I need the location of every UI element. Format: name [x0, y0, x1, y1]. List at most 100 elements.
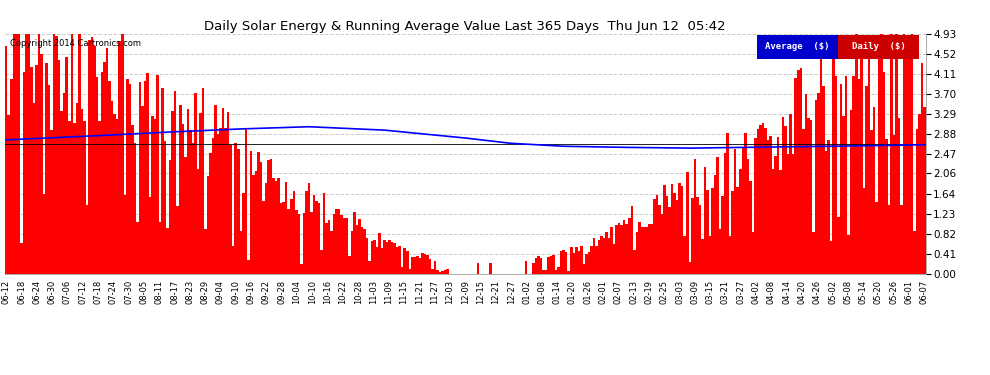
Bar [25, 34, 28, 274]
Bar [404, 248, 406, 274]
Bar [202, 87, 204, 274]
Bar [313, 195, 315, 274]
Bar [204, 230, 207, 274]
Bar [668, 207, 671, 274]
Bar [91, 37, 93, 274]
Bar [252, 175, 254, 274]
Bar [427, 255, 429, 274]
Bar [116, 118, 119, 274]
Bar [739, 169, 742, 274]
Bar [292, 191, 295, 274]
Bar [644, 226, 645, 274]
Bar [893, 135, 895, 274]
Bar [547, 256, 549, 274]
Bar [699, 205, 701, 274]
Bar [575, 247, 577, 274]
Bar [230, 145, 232, 274]
Bar [15, 34, 18, 274]
Bar [434, 261, 437, 274]
Bar [807, 118, 810, 274]
Bar [310, 212, 313, 274]
Bar [633, 250, 636, 274]
Bar [323, 193, 326, 274]
Bar [639, 222, 641, 274]
Bar [237, 150, 240, 274]
Bar [855, 34, 857, 274]
Bar [844, 76, 847, 274]
Bar [598, 240, 600, 274]
Bar [267, 160, 270, 274]
Bar [409, 269, 411, 274]
Bar [870, 130, 872, 274]
Bar [611, 227, 613, 274]
Bar [341, 215, 343, 274]
Bar [153, 119, 156, 274]
Bar [795, 78, 797, 274]
Bar [444, 270, 446, 274]
Bar [8, 115, 10, 274]
Bar [769, 136, 772, 274]
Bar [282, 202, 285, 274]
Bar [368, 261, 370, 274]
Bar [174, 91, 176, 274]
Bar [20, 243, 23, 274]
Bar [78, 34, 80, 274]
Bar [557, 267, 560, 274]
Bar [18, 34, 20, 274]
Bar [701, 238, 704, 274]
Bar [254, 171, 257, 274]
Bar [58, 60, 60, 274]
Bar [590, 246, 593, 274]
Bar [805, 94, 807, 274]
Bar [734, 148, 737, 274]
Bar [83, 122, 86, 274]
Bar [439, 272, 442, 274]
Bar [901, 205, 903, 274]
Bar [151, 116, 153, 274]
Bar [709, 236, 711, 274]
Bar [346, 218, 348, 274]
Bar [142, 106, 144, 274]
Bar [131, 125, 134, 274]
Bar [595, 246, 598, 274]
Text: Copyright 2014 Cartronics.com: Copyright 2014 Cartronics.com [10, 39, 141, 48]
Bar [812, 232, 815, 274]
Bar [608, 238, 611, 274]
Bar [108, 81, 111, 274]
Bar [722, 196, 724, 274]
Bar [761, 123, 764, 274]
Bar [540, 258, 543, 274]
Bar [898, 118, 901, 274]
Bar [820, 55, 823, 274]
Bar [732, 190, 734, 274]
Bar [570, 247, 572, 274]
Bar [885, 139, 888, 274]
Bar [179, 105, 181, 274]
Bar [93, 46, 96, 274]
Bar [850, 110, 852, 274]
Bar [600, 237, 603, 274]
Bar [65, 57, 68, 274]
Bar [476, 262, 479, 274]
Bar [225, 128, 227, 274]
Bar [209, 153, 212, 274]
Bar [248, 260, 249, 274]
Bar [749, 180, 751, 274]
Bar [308, 183, 310, 274]
Bar [338, 209, 341, 274]
Bar [227, 112, 230, 274]
Bar [562, 250, 565, 274]
Bar [729, 236, 732, 274]
Bar [840, 84, 842, 274]
Bar [46, 63, 48, 274]
Bar [655, 195, 658, 274]
Bar [33, 103, 36, 274]
Bar [169, 160, 171, 274]
Bar [189, 130, 192, 274]
Bar [618, 224, 621, 274]
Bar [124, 195, 126, 274]
Bar [823, 86, 825, 274]
Bar [243, 193, 245, 274]
Bar [565, 252, 567, 274]
Bar [792, 154, 795, 274]
